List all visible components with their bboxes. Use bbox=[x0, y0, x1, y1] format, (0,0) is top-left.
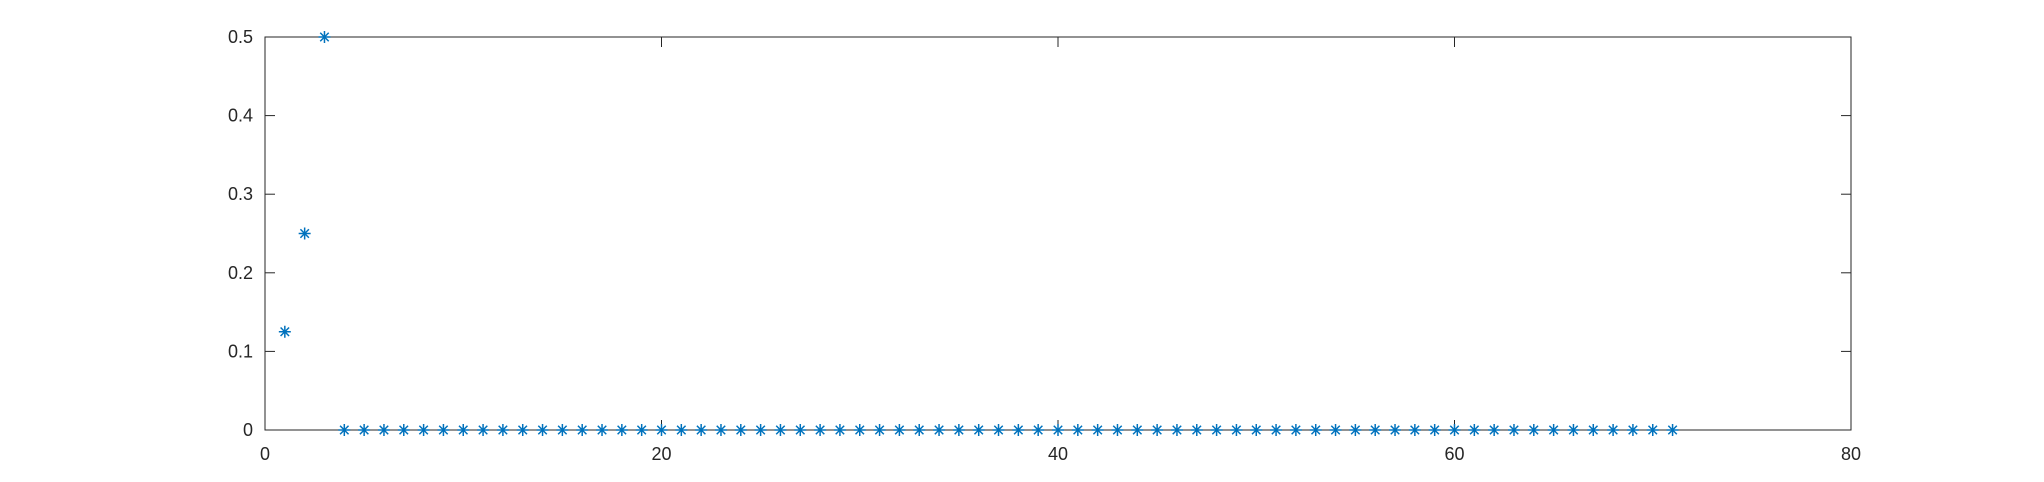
data-point bbox=[1289, 424, 1302, 436]
x-tick-label: 20 bbox=[651, 444, 671, 464]
data-point bbox=[754, 424, 767, 436]
data-point bbox=[298, 227, 311, 240]
data-point bbox=[1230, 424, 1243, 436]
data-point bbox=[1666, 424, 1679, 436]
data-point bbox=[1349, 424, 1362, 436]
data-point bbox=[1646, 424, 1659, 436]
data-point bbox=[1626, 424, 1639, 436]
data-point bbox=[1408, 424, 1421, 436]
y-tick-label: 0.1 bbox=[228, 341, 253, 361]
data-point bbox=[536, 424, 549, 436]
data-point bbox=[814, 424, 827, 436]
data-point bbox=[1587, 424, 1600, 436]
x-tick-label: 0 bbox=[260, 444, 270, 464]
data-point bbox=[774, 424, 787, 436]
data-point bbox=[457, 424, 470, 436]
data-point bbox=[1091, 424, 1104, 436]
data-markers bbox=[278, 31, 1679, 436]
data-point bbox=[1389, 424, 1402, 436]
data-point bbox=[576, 424, 589, 436]
data-point bbox=[1170, 424, 1183, 436]
tick-labels: 0 20 40 60 80 0 0.1 0.2 0.3 0.4 0.5 bbox=[228, 27, 1861, 464]
data-point bbox=[437, 424, 450, 436]
data-point bbox=[1448, 424, 1461, 436]
data-point bbox=[675, 424, 688, 436]
y-tick-label: 0.3 bbox=[228, 184, 253, 204]
data-point bbox=[496, 424, 509, 436]
data-point bbox=[1071, 424, 1084, 436]
data-point bbox=[1190, 424, 1203, 436]
data-point bbox=[1329, 424, 1342, 436]
data-point bbox=[655, 424, 668, 436]
x-tick-label: 60 bbox=[1444, 444, 1464, 464]
x-tick-label: 80 bbox=[1841, 444, 1861, 464]
data-point bbox=[635, 424, 648, 436]
plot-area bbox=[265, 37, 1851, 430]
y-tick-label: 0 bbox=[243, 420, 253, 440]
data-point bbox=[1607, 424, 1620, 436]
data-point bbox=[1270, 424, 1283, 436]
data-point bbox=[893, 424, 906, 436]
y-tick-label: 0.4 bbox=[228, 106, 253, 126]
data-point bbox=[397, 424, 410, 436]
data-point bbox=[1032, 424, 1045, 436]
data-point bbox=[1052, 424, 1064, 436]
data-point bbox=[556, 424, 569, 436]
data-point bbox=[714, 424, 727, 436]
data-point bbox=[1151, 424, 1164, 436]
data-point bbox=[734, 424, 747, 436]
data-point bbox=[833, 424, 846, 436]
data-point bbox=[338, 424, 351, 436]
x-tick-label: 40 bbox=[1048, 444, 1068, 464]
data-point bbox=[952, 424, 965, 436]
data-point bbox=[913, 424, 926, 436]
data-point bbox=[695, 424, 708, 436]
data-point bbox=[1131, 424, 1144, 436]
data-point bbox=[1547, 424, 1560, 436]
data-point bbox=[794, 424, 807, 436]
data-point bbox=[1012, 424, 1025, 436]
data-point bbox=[516, 424, 529, 436]
data-point bbox=[1250, 424, 1263, 436]
data-point bbox=[477, 424, 490, 436]
data-point bbox=[1210, 424, 1223, 436]
data-point bbox=[1428, 424, 1441, 436]
data-point bbox=[1507, 424, 1520, 436]
data-point bbox=[1309, 424, 1322, 436]
data-point bbox=[1567, 424, 1580, 436]
y-tick-label: 0.2 bbox=[228, 263, 253, 283]
data-point bbox=[972, 424, 985, 436]
data-point bbox=[377, 424, 390, 436]
data-point bbox=[1527, 424, 1540, 436]
data-point bbox=[992, 424, 1005, 436]
data-point bbox=[1369, 424, 1382, 436]
data-point bbox=[873, 424, 886, 436]
data-point bbox=[1488, 424, 1501, 436]
data-point bbox=[615, 424, 628, 436]
data-point bbox=[318, 31, 331, 43]
data-point bbox=[358, 424, 371, 436]
data-point bbox=[933, 424, 946, 436]
data-point bbox=[278, 325, 291, 338]
data-point bbox=[596, 424, 609, 436]
data-point bbox=[417, 424, 430, 436]
data-point bbox=[1111, 424, 1124, 436]
data-point bbox=[853, 424, 866, 436]
y-tick-label: 0.5 bbox=[228, 27, 253, 47]
data-point bbox=[1468, 424, 1481, 436]
